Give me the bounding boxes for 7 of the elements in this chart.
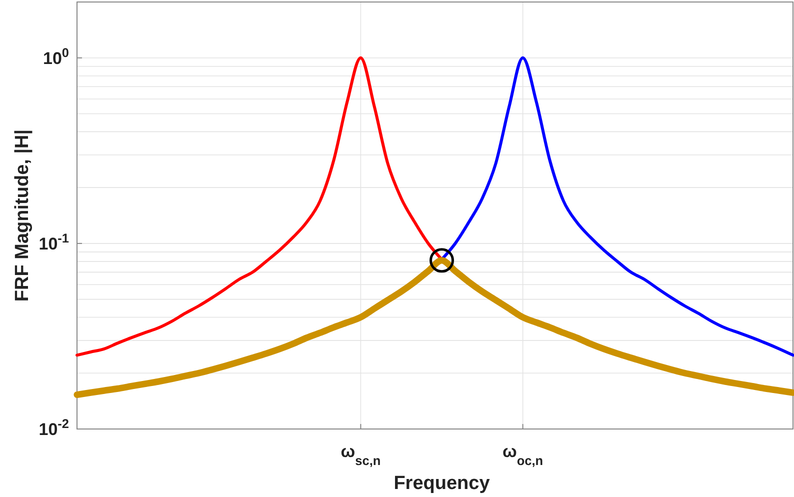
y-tick-label: 10$^{-1}$ [38, 230, 69, 254]
y-tick-label: 10$^{0}$ [42, 44, 69, 68]
x-tick-label: ω$_{oc,n}$ [502, 442, 544, 468]
y-axis-title: FRF Magnitude, |H| [12, 129, 33, 302]
x-axis-title: Frequency [394, 473, 490, 494]
x-tick-label: ω$_{sc,n}$ [340, 442, 381, 468]
y-tick-label: 10$^{-2}$ [38, 415, 69, 439]
